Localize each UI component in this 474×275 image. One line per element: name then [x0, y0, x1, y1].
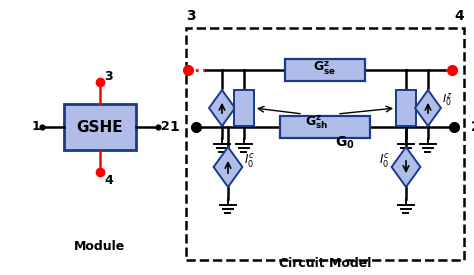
Text: 1: 1 [32, 120, 40, 133]
Polygon shape [209, 90, 235, 126]
Text: Module: Module [74, 241, 126, 254]
Text: GSHE: GSHE [77, 120, 123, 134]
Text: $I_0^c$: $I_0^c$ [379, 152, 390, 170]
Text: $\mathbf{G_{se}^{z}}$: $\mathbf{G_{se}^{z}}$ [313, 59, 337, 77]
Bar [396, 90, 416, 126]
Bar [186, 28, 464, 260]
Text: $I_0^z$: $I_0^z$ [236, 92, 246, 109]
Text: 2: 2 [161, 120, 169, 133]
Polygon shape [392, 147, 420, 187]
Text: 4: 4 [454, 9, 464, 23]
Text: 3: 3 [105, 70, 113, 82]
Bar [64, 104, 136, 150]
Text: $\mathbf{G_{sh}^{z}}$: $\mathbf{G_{sh}^{z}}$ [305, 113, 328, 131]
Text: $\mathbf{G_0}$: $\mathbf{G_0}$ [335, 135, 355, 151]
Polygon shape [214, 147, 242, 187]
Text: 2: 2 [471, 120, 474, 134]
Text: 3: 3 [186, 9, 196, 23]
Bar [280, 116, 370, 138]
Text: 4: 4 [105, 174, 113, 186]
Text: 1: 1 [169, 120, 179, 134]
Polygon shape [415, 90, 441, 126]
Bar [285, 59, 365, 81]
Text: $I_0^c$: $I_0^c$ [244, 152, 255, 170]
Text: Circuit Model: Circuit Model [279, 257, 371, 270]
Text: $I_0^z$: $I_0^z$ [442, 92, 452, 109]
Bar [234, 90, 254, 126]
